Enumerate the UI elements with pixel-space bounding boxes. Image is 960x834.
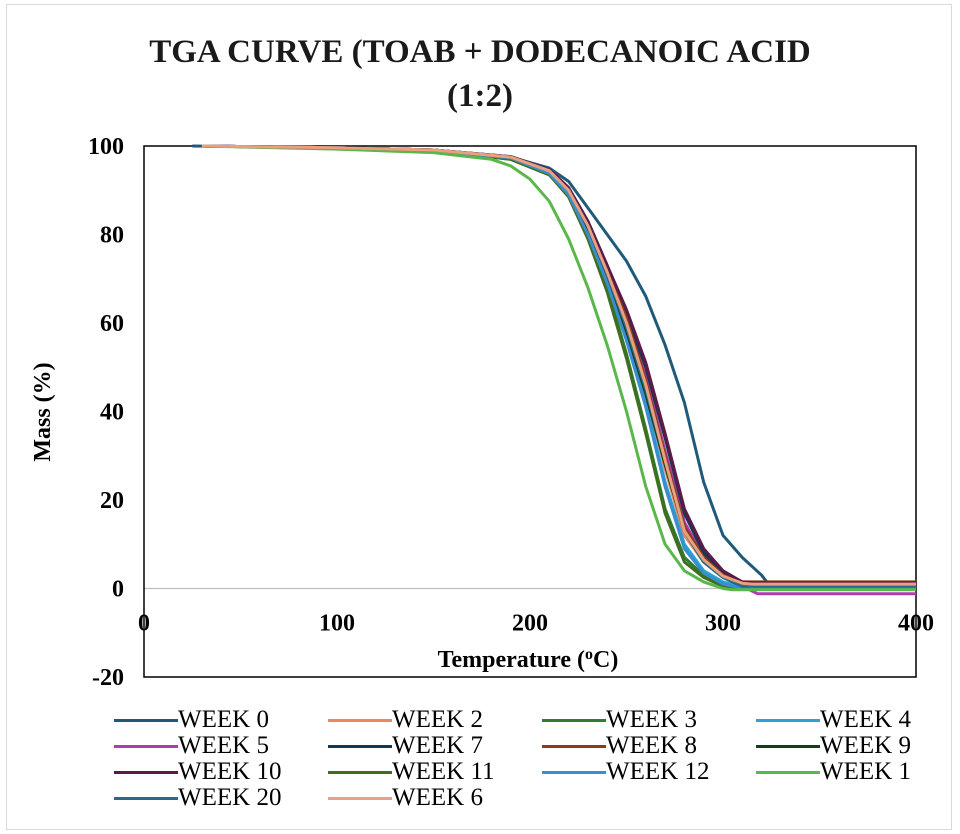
- series-line-week-12: [201, 144, 916, 590]
- x-tick-label: 400: [898, 611, 934, 637]
- y-tick-label: 80: [100, 223, 124, 249]
- series-line-week-7: [201, 144, 916, 588]
- legend-label: WEEK 6: [392, 784, 483, 811]
- legend-label: WEEK 1: [820, 758, 911, 785]
- plot-area-border: [143, 145, 917, 678]
- legend-item: WEEK 3: [542, 706, 697, 734]
- legend-item: WEEK 11: [328, 758, 495, 786]
- y-tick-label: -20: [92, 665, 124, 691]
- legend-label: WEEK 4: [820, 706, 911, 733]
- legend-item: WEEK 10: [114, 758, 281, 786]
- legend-swatch: [114, 770, 178, 774]
- legend-item: WEEK 20: [114, 784, 281, 812]
- y-tick-label: 100: [88, 134, 124, 160]
- x-axis-title: Temperature (oC): [438, 646, 619, 674]
- legend-swatch: [542, 744, 606, 748]
- legend-label: WEEK 9: [820, 732, 911, 759]
- legend-item: WEEK 5: [114, 732, 269, 760]
- y-axis-title: Mass (%): [30, 362, 56, 461]
- legend-swatch: [328, 796, 392, 800]
- legend-label: WEEK 10: [178, 758, 282, 785]
- legend-item: WEEK 0: [114, 706, 269, 734]
- legend-item: WEEK 6: [328, 784, 483, 812]
- series-line-week-2: [201, 144, 916, 585]
- y-tick-label: 60: [100, 311, 124, 337]
- chart-title: TGA CURVE (TOAB + DODECANOIC ACID (1:2): [0, 30, 960, 118]
- series-line-week-20: [201, 144, 916, 588]
- legend-item: WEEK 9: [756, 732, 911, 760]
- series-line-week-1: [201, 144, 916, 592]
- series-line-week-8: [201, 144, 916, 584]
- series-line-week-9: [201, 144, 916, 588]
- legend-label: WEEK 8: [606, 732, 697, 759]
- legend-swatch: [328, 744, 392, 748]
- series-line-week-10: [201, 144, 916, 585]
- x-tick-label: 0: [138, 611, 150, 637]
- legend-swatch: [328, 770, 392, 774]
- series-line-week-4: [201, 144, 916, 590]
- legend-item: WEEK 2: [328, 706, 483, 734]
- legend-swatch: [328, 718, 392, 722]
- legend-swatch: [756, 718, 820, 722]
- legend-label: WEEK 7: [392, 732, 483, 759]
- legend-swatch: [114, 744, 178, 748]
- legend-item: WEEK 1: [756, 758, 911, 786]
- x-tick-label: 300: [705, 611, 741, 637]
- legend-swatch: [542, 718, 606, 722]
- chart-title-line-2: (1:2): [447, 78, 513, 114]
- legend-label: WEEK 11: [392, 758, 495, 785]
- series-line-week-5: [201, 144, 916, 596]
- legend-label: WEEK 12: [606, 758, 710, 785]
- x-tick-label: 100: [319, 611, 355, 637]
- legend-item: WEEK 4: [756, 706, 911, 734]
- legend-swatch: [114, 718, 178, 722]
- chart-title-line-1: TGA CURVE (TOAB + DODECANOIC ACID: [149, 34, 811, 70]
- legend-label: WEEK 2: [392, 706, 483, 733]
- legend-swatch: [542, 770, 606, 774]
- legend-item: WEEK 7: [328, 732, 483, 760]
- legend-label: WEEK 0: [178, 706, 269, 733]
- legend-swatch: [114, 796, 178, 800]
- legend-label: WEEK 3: [606, 706, 697, 733]
- legend-label: WEEK 20: [178, 784, 282, 811]
- legend-swatch: [756, 770, 820, 774]
- y-tick-label: 40: [100, 400, 124, 426]
- legend-swatch: [756, 744, 820, 748]
- y-tick-label: 20: [100, 488, 124, 514]
- chart-frame: [6, 4, 952, 830]
- series-line-week-11: [201, 144, 916, 591]
- x-tick-label: 200: [512, 611, 548, 637]
- y-tick-label: 0: [112, 577, 124, 603]
- legend-item: WEEK 12: [542, 758, 709, 786]
- legend-label: WEEK 5: [178, 732, 269, 759]
- series-line-week-3: [201, 144, 916, 590]
- legend-item: WEEK 8: [542, 732, 697, 760]
- series-line-week-6: [201, 144, 916, 586]
